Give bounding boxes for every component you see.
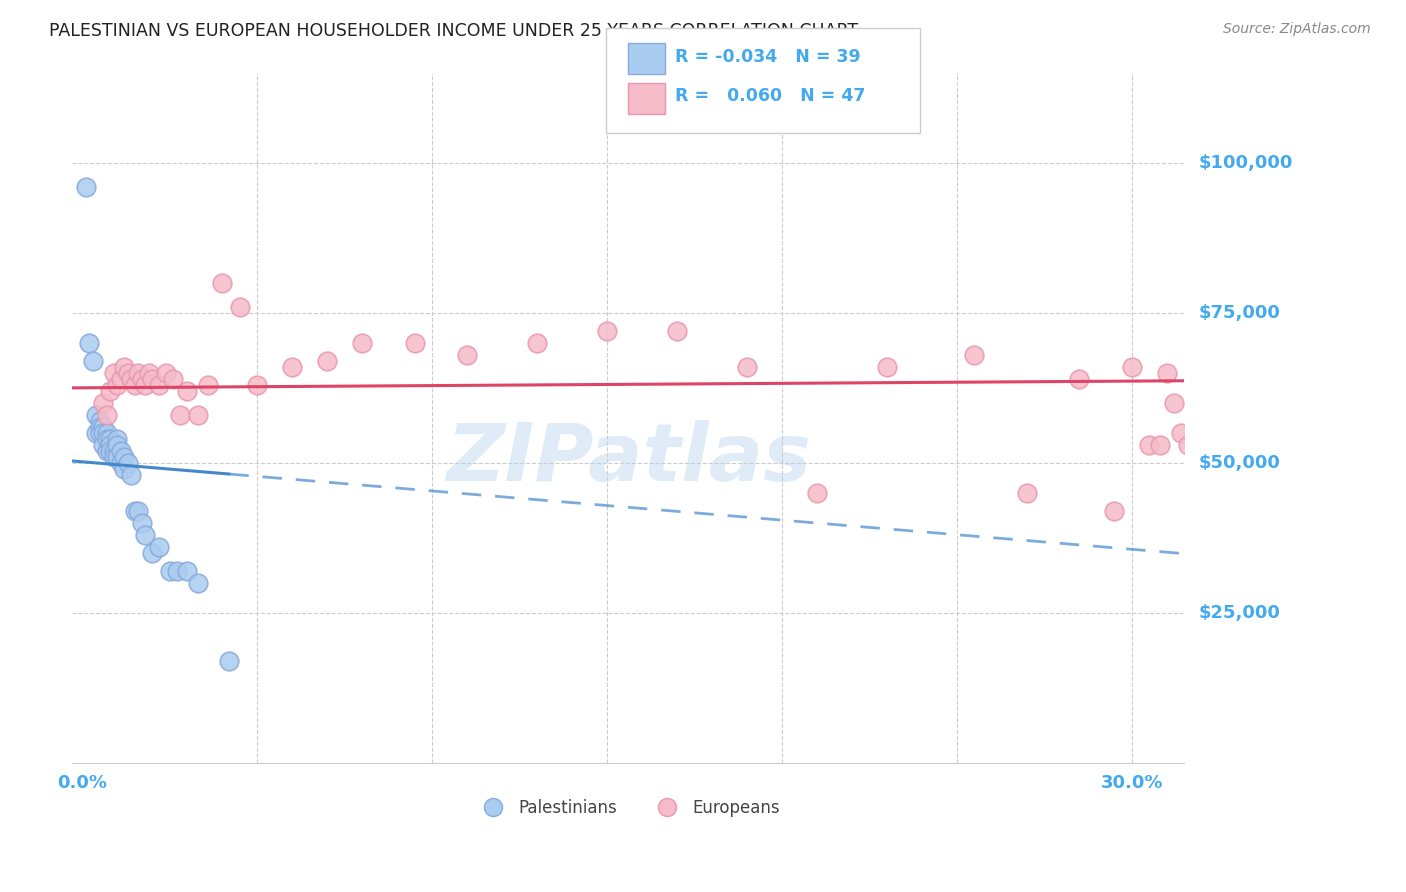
Point bbox=[1104, 504, 1126, 518]
Point bbox=[187, 408, 209, 422]
Legend: Palestinians, Europeans: Palestinians, Europeans bbox=[470, 792, 786, 824]
Point bbox=[1015, 486, 1038, 500]
Point bbox=[281, 359, 304, 374]
Point bbox=[120, 468, 142, 483]
Point bbox=[211, 276, 233, 290]
Point bbox=[1149, 438, 1171, 452]
Text: $25,000: $25,000 bbox=[1198, 604, 1279, 622]
Point bbox=[187, 576, 209, 591]
Point bbox=[105, 450, 128, 464]
Point bbox=[100, 438, 122, 452]
Point bbox=[100, 444, 122, 458]
Point bbox=[352, 336, 374, 351]
Point bbox=[117, 456, 139, 470]
Point bbox=[127, 366, 149, 380]
Point bbox=[100, 432, 122, 446]
Point bbox=[93, 438, 115, 452]
Point bbox=[93, 396, 115, 410]
Point bbox=[1177, 438, 1199, 452]
Point bbox=[112, 462, 135, 476]
Point bbox=[117, 366, 139, 380]
Point bbox=[456, 348, 478, 362]
Point bbox=[82, 354, 104, 368]
Point bbox=[134, 378, 156, 392]
Point bbox=[112, 359, 135, 374]
Point bbox=[79, 336, 101, 351]
Point bbox=[141, 372, 163, 386]
Point bbox=[141, 546, 163, 560]
Point bbox=[246, 378, 269, 392]
Point bbox=[316, 354, 339, 368]
Text: Source: ZipAtlas.com: Source: ZipAtlas.com bbox=[1223, 22, 1371, 37]
Point bbox=[735, 359, 758, 374]
Point bbox=[148, 540, 170, 554]
Point bbox=[148, 378, 170, 392]
Point bbox=[89, 425, 111, 440]
Point bbox=[131, 372, 153, 386]
Point bbox=[159, 564, 181, 578]
Text: R = -0.034   N = 39: R = -0.034 N = 39 bbox=[675, 48, 860, 66]
Point bbox=[93, 420, 115, 434]
Point bbox=[162, 372, 184, 386]
Text: PALESTINIAN VS EUROPEAN HOUSEHOLDER INCOME UNDER 25 YEARS CORRELATION CHART: PALESTINIAN VS EUROPEAN HOUSEHOLDER INCO… bbox=[49, 22, 858, 40]
Point bbox=[103, 450, 125, 464]
Point bbox=[86, 425, 108, 440]
Point bbox=[124, 504, 146, 518]
Point bbox=[105, 438, 128, 452]
Point bbox=[110, 456, 132, 470]
Point bbox=[96, 444, 118, 458]
Point bbox=[806, 486, 828, 500]
Text: R =   0.060   N = 47: R = 0.060 N = 47 bbox=[675, 87, 865, 105]
Point bbox=[124, 378, 146, 392]
Point bbox=[110, 372, 132, 386]
Point bbox=[96, 408, 118, 422]
Point bbox=[1170, 425, 1192, 440]
Point bbox=[110, 444, 132, 458]
Point bbox=[93, 425, 115, 440]
Point bbox=[86, 408, 108, 422]
Point bbox=[96, 432, 118, 446]
Point bbox=[876, 359, 898, 374]
Point bbox=[96, 425, 118, 440]
Point bbox=[100, 384, 122, 398]
Text: $100,000: $100,000 bbox=[1198, 154, 1292, 172]
Point bbox=[112, 450, 135, 464]
Point bbox=[103, 366, 125, 380]
Point bbox=[218, 654, 240, 668]
Point bbox=[596, 324, 619, 338]
Point bbox=[197, 378, 219, 392]
Point bbox=[138, 366, 160, 380]
Point bbox=[89, 414, 111, 428]
Point bbox=[1137, 438, 1160, 452]
Point bbox=[404, 336, 426, 351]
Point bbox=[105, 432, 128, 446]
Point bbox=[176, 564, 198, 578]
Text: ZIPatlas: ZIPatlas bbox=[446, 420, 811, 499]
Point bbox=[666, 324, 689, 338]
Point bbox=[134, 528, 156, 542]
Point bbox=[963, 348, 986, 362]
Point bbox=[127, 504, 149, 518]
Point bbox=[120, 372, 142, 386]
Point bbox=[1121, 359, 1143, 374]
Point bbox=[89, 420, 111, 434]
Text: $75,000: $75,000 bbox=[1198, 304, 1279, 322]
Point bbox=[155, 366, 177, 380]
Point bbox=[103, 444, 125, 458]
Point bbox=[169, 408, 191, 422]
Text: $50,000: $50,000 bbox=[1198, 454, 1279, 472]
Point bbox=[105, 378, 128, 392]
Point bbox=[166, 564, 188, 578]
Point bbox=[75, 180, 97, 194]
Point bbox=[131, 516, 153, 530]
Point bbox=[176, 384, 198, 398]
Point bbox=[526, 336, 548, 351]
Point bbox=[1069, 372, 1091, 386]
Point bbox=[1163, 396, 1185, 410]
Point bbox=[229, 300, 252, 314]
Point bbox=[1156, 366, 1178, 380]
